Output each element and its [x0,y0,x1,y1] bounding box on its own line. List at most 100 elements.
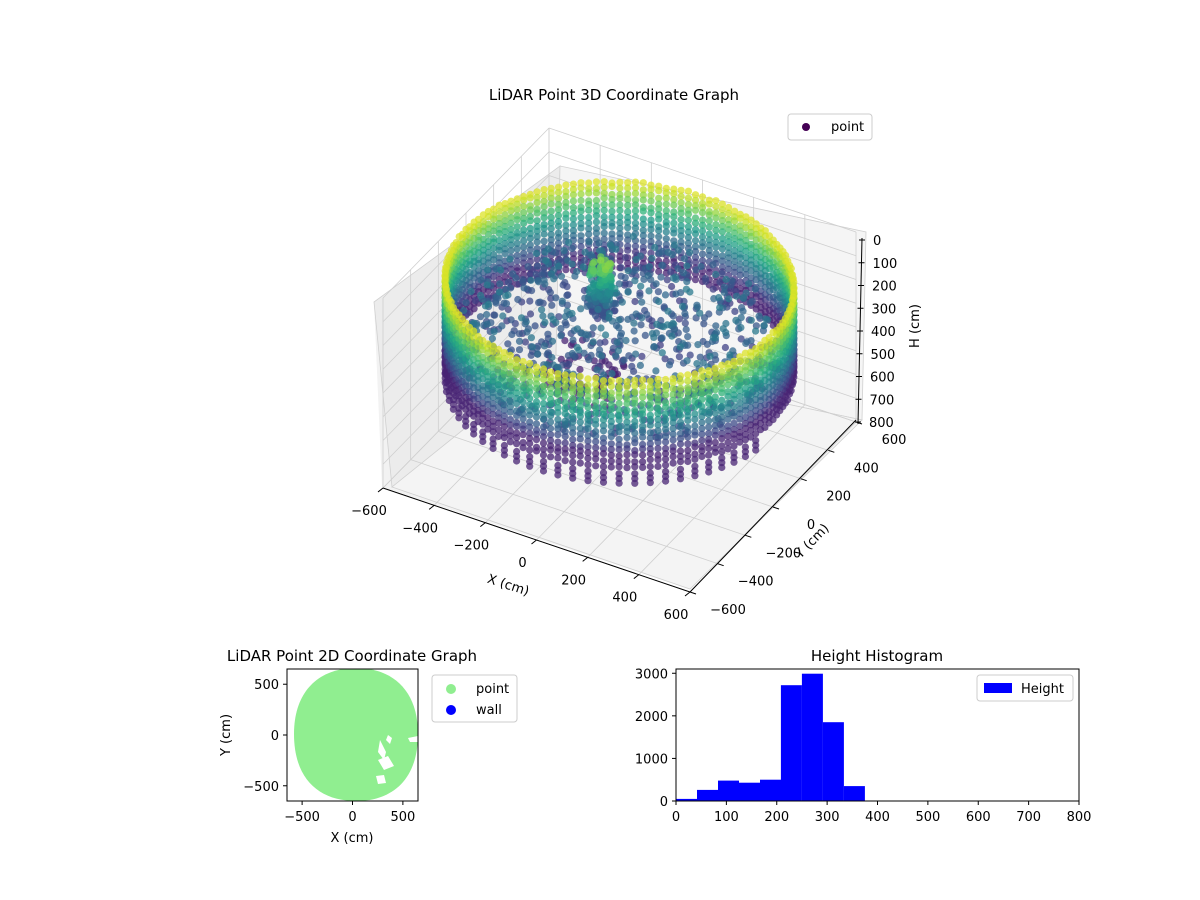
cloud-point-877 [526,297,534,305]
cloud-point-215 [520,231,528,239]
cloud-point-296 [639,191,647,199]
cloud-point-242 [624,190,632,198]
cloud-point-235 [513,257,521,265]
cloud-point-1310 [589,267,598,275]
cloud-point-3052 [741,367,750,375]
cloud-point-1145 [483,311,491,319]
cloud-point-2636 [513,366,521,374]
cloud-point-694 [705,211,713,219]
cloud-point-2041 [548,353,556,362]
cloud-point-1882 [659,323,668,331]
cloud-point-2642 [513,400,521,408]
cloud-point-2734 [526,367,534,375]
cloud-point-3440 [662,425,670,433]
cloud-point-602 [691,214,700,222]
cloud-point-407 [541,248,549,256]
cloud-point-429 [662,212,670,220]
cloud-point-2489 [495,419,503,427]
cloud-point-750 [712,232,720,240]
cloud-point-1337 [596,292,604,300]
cloud-point-2435 [489,393,497,401]
cloud-point-3299 [631,422,639,430]
cloud-point-817 [541,280,549,288]
cloud-point-3364 [646,393,654,401]
cloud-point-1335 [499,312,507,320]
cloud-point-2795 [532,430,541,438]
x-tick-label-hist-5: 500 [915,810,940,825]
cloud-point-3410 [676,452,685,460]
cloud-point-653 [698,233,707,241]
cloud-point-206 [616,257,624,265]
cloud-point-3002 [569,413,577,421]
cloud-point-560 [684,239,693,247]
cloud-point-665 [568,260,576,268]
cloud-point-1343 [596,279,605,287]
cloud-point-3324 [698,447,706,455]
cloud-point-3326 [639,376,647,384]
cloud-point-1556 [490,328,498,336]
grid-back-z-0 [548,127,857,233]
cloud-point-3112 [592,380,600,388]
cloud-point-3423 [654,421,662,429]
cloud-point-2695 [519,431,527,439]
chart-3d: LiDAR Point 3D Coordinate Graph −600 −400… [351,86,923,623]
cloud-point-164 [608,201,616,209]
cloud-point-311 [501,204,509,212]
cloud-point-579 [670,241,679,249]
cloud-point-648 [698,204,707,212]
cloud-point-2179 [790,278,798,286]
cloud-point-2958 [561,399,569,407]
cloud-point-3392 [684,440,692,448]
cloud-point-1741 [590,357,598,365]
cloud-point-3212 [718,418,726,426]
cloud-point-901 [731,235,739,243]
cloud-point-3405 [676,423,685,431]
cloud-point-380 [655,233,663,241]
cloud-point-3106 [736,433,744,441]
cloud-point-628 [512,274,520,282]
cloud-point-3365 [646,399,654,407]
cloud-point-2690 [519,404,527,412]
cloud-point-1069 [747,216,755,224]
y-tick-label-3d-5: 400 [854,461,879,476]
cloud-point-3123 [592,444,600,452]
cloud-point-751 [712,238,720,246]
cloud-point-1558 [624,315,632,323]
cloud-point-866 [625,280,633,288]
cloud-point-515 [677,216,685,224]
cloud-point-2592 [506,381,514,389]
cloud-point-2148 [694,341,702,349]
cloud-point-118 [592,212,601,220]
cloud-point-719 [648,254,656,262]
cloud-point-556 [684,216,693,224]
cloud-point-3132 [730,386,738,394]
cloud-point-651 [698,221,707,229]
x-tick-label-2d-2: 500 [390,810,415,825]
cloud-point-182 [526,224,534,233]
cloud-point-655 [698,243,707,251]
cloud-point-2744 [526,423,534,431]
cloud-point-987 [652,280,660,288]
cloud-point-3453 [669,390,677,399]
cloud-point-762 [571,272,579,280]
cloud-point-1976 [650,333,658,341]
cloud-point-327 [565,238,573,246]
cloud-point-777 [528,287,536,295]
cloud-point-3242 [711,375,719,383]
chart-3d-title: LiDAR Point 3D Coordinate Graph [489,86,739,104]
cloud-point-3192 [607,412,615,420]
cloud-point-145 [600,183,608,191]
cloud-point-3043 [576,430,584,438]
cloud-point-810 [483,281,491,289]
cloud-point-3407 [676,435,685,443]
cloud-point-2030 [565,360,573,368]
cloud-point-2793 [532,420,541,428]
cloud-point-3197 [607,440,615,448]
cloud-point-2872 [547,389,555,398]
cloud-point-3009 [569,452,577,460]
cloud-point-2587 [506,351,514,359]
cloud-point-3339 [639,451,647,459]
cloud-point-2826 [539,365,548,373]
cloud-point-3244 [711,386,719,394]
cloud-point-148 [600,201,608,209]
